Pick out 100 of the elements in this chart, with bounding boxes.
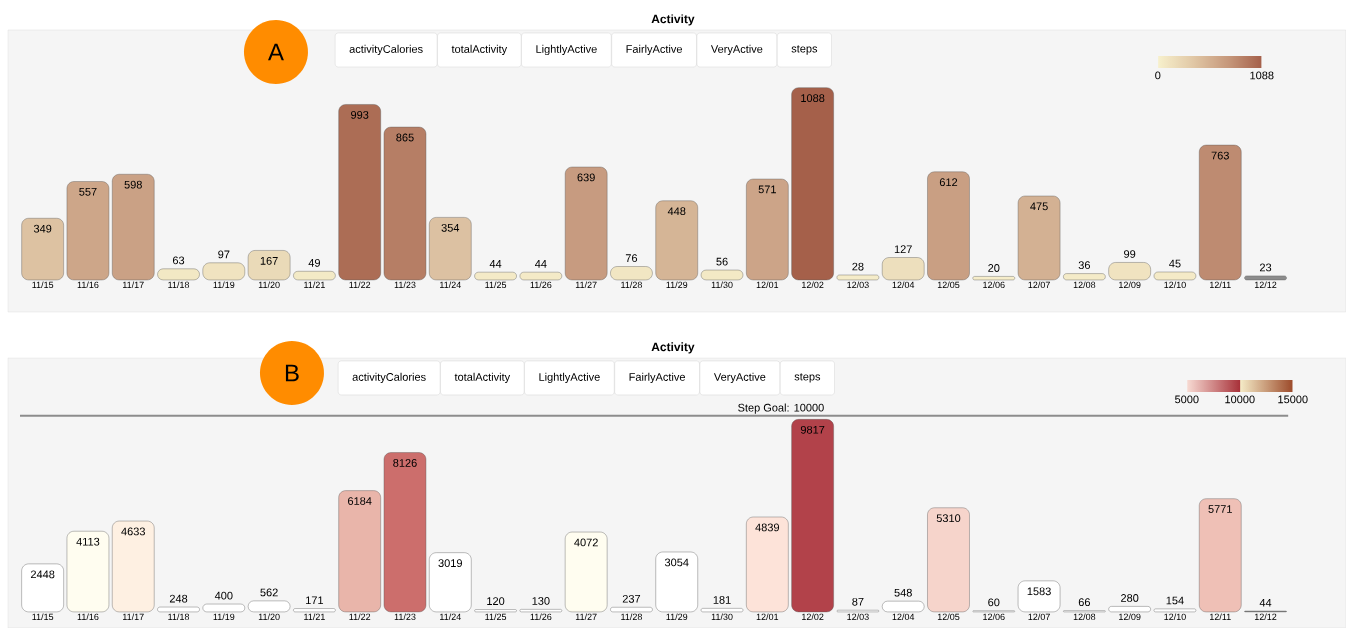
ref-line-label: Step Goal: 10000 [738, 403, 824, 414]
bar [655, 200, 698, 281]
data-label: 154 [1166, 596, 1184, 605]
x-tick-label: 11/30 [711, 613, 733, 620]
x-tick-label: 11/19 [213, 613, 235, 620]
bar [836, 274, 880, 281]
bar [1199, 498, 1242, 613]
text: steps [791, 45, 818, 55]
x-tick-label: 12/02 [802, 281, 824, 289]
x-tick-label: 11/20 [258, 613, 280, 620]
data-label: 4839 [755, 523, 780, 532]
bar [383, 452, 427, 613]
x-tick-label: 12/02 [802, 613, 824, 620]
x-tick-label: 12/06 [983, 613, 1005, 620]
bar [1017, 580, 1061, 613]
data-label: 4113 [76, 537, 100, 546]
data-label: 2448 [30, 570, 55, 579]
x-tick-label: 11/25 [485, 281, 507, 289]
data-label: 66 [1078, 598, 1090, 607]
bar [519, 609, 563, 613]
x-tick-label: 12/01 [756, 613, 779, 620]
x-tick-label: 11/28 [621, 613, 642, 620]
color-bar-label: 10000 [1225, 395, 1255, 404]
text: activityCalories [349, 44, 423, 56]
x-tick-label: 12/04 [892, 281, 915, 289]
text: steps [794, 373, 821, 383]
data-label: 49 [308, 258, 320, 267]
data-label: 99 [1124, 250, 1136, 258]
x-tick-label: 11/21 [304, 613, 325, 620]
data-label: 448 [667, 207, 686, 216]
data-label: 571 [758, 185, 776, 194]
x-tick-label: 12/09 [1119, 613, 1141, 620]
data-label: 120 [487, 597, 505, 605]
data-label: 63 [172, 256, 185, 265]
data-label: 87 [852, 597, 864, 606]
x-tick-label: 12/07 [1028, 613, 1050, 620]
bar [338, 104, 381, 281]
data-label: 280 [1121, 594, 1139, 602]
bar [157, 268, 200, 281]
data-label: 5310 [936, 514, 961, 523]
bar [21, 563, 64, 613]
data-label: 76 [625, 254, 638, 262]
x-tick-label: 11/17 [123, 281, 144, 289]
x-tick-label: 11/25 [485, 613, 507, 620]
data-label: 44 [1259, 598, 1272, 607]
bar [791, 87, 834, 281]
bar [1108, 606, 1151, 613]
x-tick-label: 11/15 [32, 613, 54, 620]
data-label: 8126 [393, 459, 417, 467]
bar [882, 600, 925, 613]
data-label: 865 [396, 133, 414, 142]
data-label: 639 [577, 173, 595, 182]
x-tick-label: 11/28 [621, 281, 642, 289]
data-label: 598 [124, 180, 142, 189]
data-label: 171 [306, 596, 324, 604]
data-label: 4633 [121, 527, 145, 536]
data-label: 181 [713, 595, 731, 604]
color-bar-label: 15000 [1278, 395, 1308, 404]
x-tick-label: 11/16 [77, 281, 99, 289]
bar [564, 166, 608, 281]
data-label: 237 [622, 594, 641, 603]
x-tick-label: 12/10 [1164, 281, 1186, 289]
bar [66, 181, 110, 281]
x-tick-label: 12/08 [1073, 613, 1096, 620]
x-tick-label: 11/22 [349, 613, 371, 620]
data-label: 36 [1078, 261, 1090, 270]
text: FairlyActive [626, 44, 682, 56]
x-tick-label: 12/06 [983, 281, 1005, 289]
x-tick-label: 12/03 [847, 613, 869, 620]
text: LightlyActive [536, 44, 597, 56]
data-label: 6184 [348, 497, 372, 505]
bar [429, 217, 472, 281]
x-tick-label: 11/29 [666, 281, 688, 289]
data-label: 130 [532, 596, 550, 605]
bar [157, 606, 200, 613]
bar [927, 507, 970, 613]
bar [1153, 608, 1197, 613]
x-tick-label: 12/05 [937, 281, 960, 289]
bar [655, 551, 698, 613]
bar [1199, 144, 1242, 281]
bar [338, 490, 381, 613]
x-tick-label: 11/24 [440, 613, 461, 620]
data-label: 354 [441, 223, 460, 232]
x-tick-label: 12/04 [892, 613, 915, 620]
text: activityCalories [352, 372, 426, 383]
x-tick-label: 11/19 [213, 281, 235, 289]
x-tick-label: 11/18 [168, 613, 190, 620]
data-label: 97 [218, 250, 230, 259]
data-label: 612 [939, 178, 958, 187]
bar [564, 531, 608, 613]
text: totalActivity [454, 372, 511, 383]
bar [519, 271, 563, 281]
x-tick-label: 11/22 [349, 281, 371, 289]
x-tick-label: 12/05 [937, 613, 960, 620]
x-tick-label: 11/16 [77, 613, 99, 620]
x-tick-label: 11/26 [530, 281, 552, 289]
text: A [268, 43, 284, 61]
x-tick-label: 12/12 [1254, 281, 1277, 289]
text: LightlyActive [539, 372, 600, 383]
x-tick-label: 11/20 [258, 281, 280, 289]
